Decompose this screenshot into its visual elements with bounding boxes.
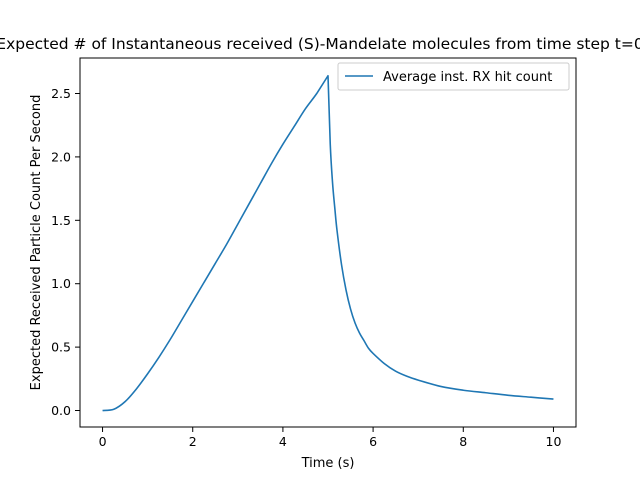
x-tick-label: 6 [369,434,377,449]
y-tick-label: 0.5 [51,340,71,355]
y-tick-label: 2.5 [51,86,71,101]
x-axis-label: Time (s) [301,456,355,471]
x-tick-label: 0 [99,434,107,449]
legend: Average inst. RX hit count [337,62,570,91]
x-tick-label: 2 [189,434,197,449]
y-axis-label: Expected Received Particle Count Per Sec… [29,95,44,391]
x-tick-label: 10 [546,434,562,449]
y-axis: 0.0 0.5 1.0 1.5 2.0 2.5 [51,86,80,418]
plot-frame [79,57,577,428]
y-tick-label: 2.0 [51,149,71,164]
legend-box [337,62,570,91]
chart-title: Expected # of Instantaneous received (S)… [0,35,640,53]
y-tick-label: 1.5 [51,213,71,228]
legend-label: Average inst. RX hit count [383,70,552,85]
y-tick-label: 0.0 [51,403,71,418]
x-tick-label: 4 [279,434,287,449]
x-axis: 0 2 4 6 8 10 [99,427,562,449]
x-tick-label: 8 [459,434,467,449]
y-tick-label: 1.0 [51,276,71,291]
series-line-average-inst-rx-hit-count [102,74,554,412]
